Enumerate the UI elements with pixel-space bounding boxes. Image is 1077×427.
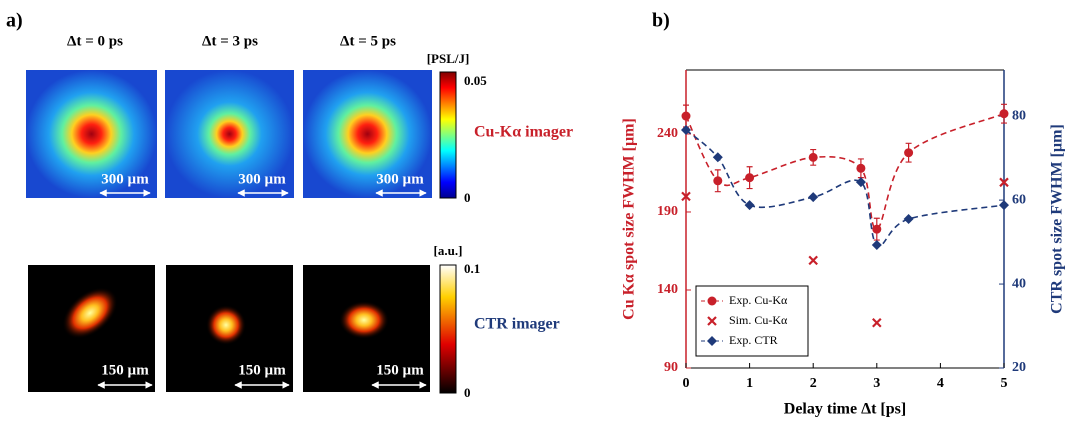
legend-marker [707,336,717,346]
legend-label: Exp. CTR [729,333,778,347]
scale-bar-label: 150 µm [238,362,286,378]
x-tick-label: 5 [1001,376,1008,391]
panel-label: a) [6,10,23,32]
colorbar-unit: [a.u.] [434,243,463,258]
point [856,163,866,173]
y2-tick-label: 60 [1012,192,1026,207]
colorbar-max: 0.05 [464,73,487,88]
colorbar-min: 0 [464,385,471,400]
point [872,317,882,328]
y2-tick-label: 40 [1012,276,1026,291]
ctr-spot [62,287,118,339]
legend-marker [707,316,717,326]
scale-bar-label: 300 µm [238,171,286,187]
x-tick-label: 1 [746,376,753,391]
legend-marker [707,296,717,306]
header: Δt = 5 ps [340,33,396,49]
header: Δt = 0 ps [67,33,123,49]
y-axis-title: Cu Kα spot size FWHM [µm] [621,118,638,320]
y-tick-label: 240 [657,126,678,141]
point [999,177,1009,188]
point [712,152,723,163]
x-tick-label: 0 [683,376,690,391]
scale-bar-label: 150 µm [376,362,424,378]
ctr-spot [339,301,389,339]
x-tick-label: 4 [937,376,944,391]
colorbar [439,264,457,394]
x-tick-label: 2 [810,376,817,391]
series-line [685,129,1005,247]
point [903,214,914,224]
y-tick-label: 90 [664,360,678,375]
scale-bar-label: 300 µm [101,171,149,187]
y-tick-label: 190 [657,204,678,219]
point [808,192,819,203]
point [999,200,1009,211]
colorbar-max: 0.1 [464,261,480,276]
legend-label: Exp. Cu-Kα [729,293,788,307]
cu-image [303,70,432,198]
point [681,111,691,121]
legend-label: Sim. Cu-Kα [729,313,788,327]
row-label: Cu-Kα imager [474,124,573,141]
scale-bar-label: 150 µm [101,362,149,378]
panel-b: b) 0 1 2 3 4 5 90 140 190 240 20 40 60 80 Delay time Δt… [621,10,1066,418]
y2-axis-title: CTR spot size FWHM [µm] [1049,124,1066,314]
y2-tick-label: 80 [1012,108,1026,123]
point [871,240,882,251]
cu-image [165,70,294,198]
series-line [685,112,1005,230]
cu-image [26,70,157,198]
x-axis-title: Delay time Δt [ps] [784,401,906,418]
point [808,255,818,266]
y2-tick-label: 20 [1012,360,1026,375]
colorbar-min: 0 [464,190,471,205]
point [681,191,691,202]
point [744,200,755,211]
point [745,173,755,183]
panel-a: a) Δt = 0 ps Δt = 3 ps Δt = 5 ps [PSL/J]… [6,10,573,400]
colorbar [439,71,457,199]
point [872,224,882,234]
colorbar-unit: [PSL/J] [427,51,470,66]
point [808,152,818,162]
point [681,125,691,136]
point [713,176,723,186]
panel-label: b) [652,10,670,32]
point [855,177,866,188]
x-tick-label: 3 [873,376,880,391]
header: Δt = 3 ps [202,33,258,49]
scale-bar-label: 300 µm [376,171,424,187]
ctr-spot [206,305,246,345]
row-label: CTR imager [474,316,560,333]
point [904,148,914,158]
point [999,109,1009,119]
y-tick-label: 140 [657,282,678,297]
